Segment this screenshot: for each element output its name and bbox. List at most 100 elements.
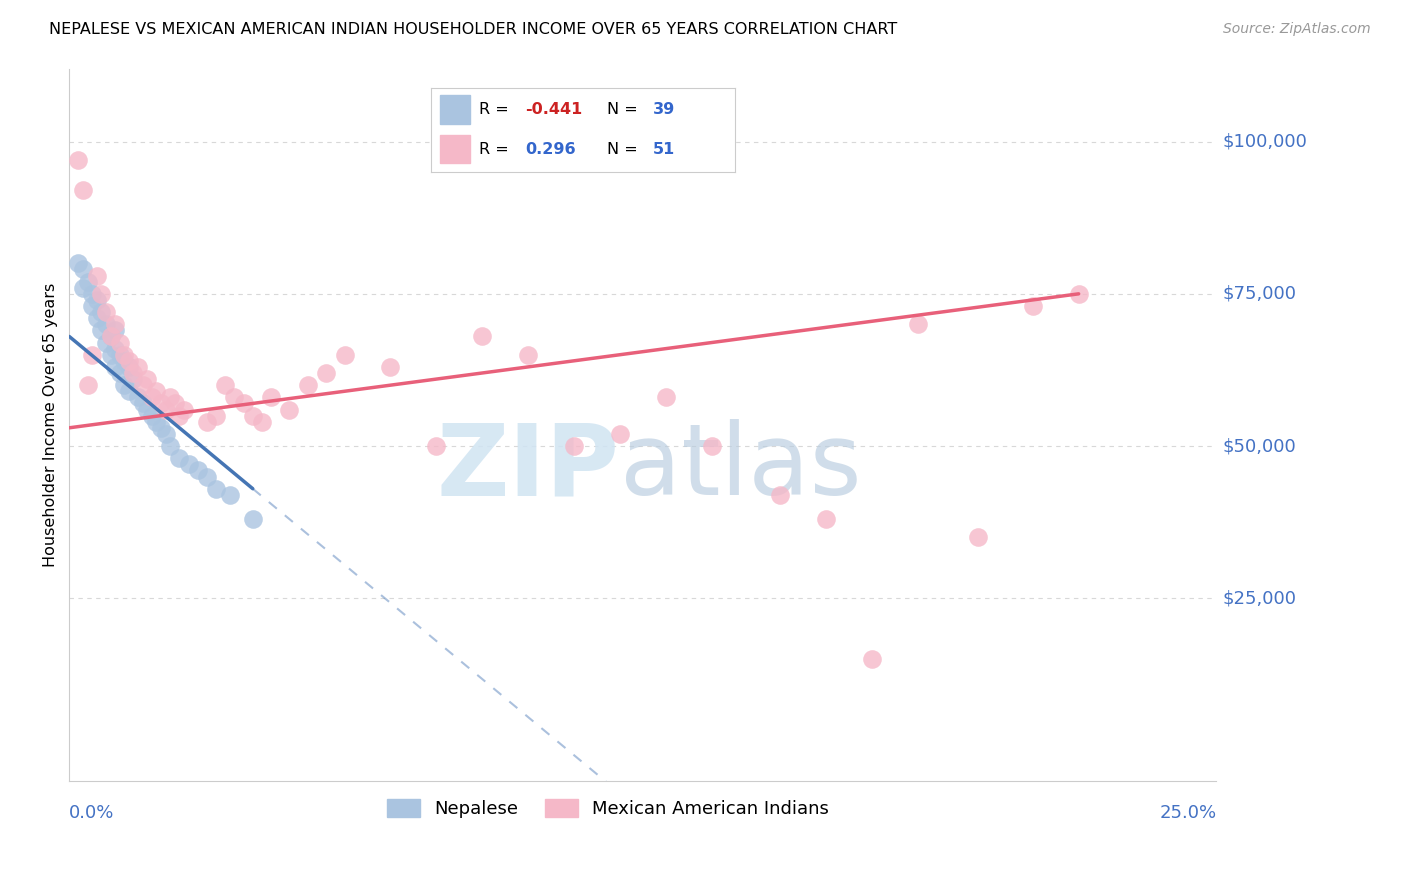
Point (907, 318, 929, 332)
Point (145, 415, 167, 429)
Point (108, 335, 131, 350)
Y-axis label: Householder Income Over 65 years: Householder Income Over 65 years (44, 283, 58, 567)
Text: $75,000: $75,000 (1222, 285, 1296, 302)
Point (654, 390, 676, 404)
Text: $50,000: $50,000 (1222, 437, 1296, 455)
Point (127, 390, 149, 404)
Text: $25,000: $25,000 (1222, 590, 1296, 607)
Point (94, 305, 117, 319)
Point (118, 359, 141, 374)
Legend: Nepalese, Mexican American Indians: Nepalese, Mexican American Indians (380, 791, 837, 825)
Text: 0.0%: 0.0% (69, 804, 115, 822)
Point (131, 396, 153, 410)
Point (860, 652, 883, 666)
Point (86, 311, 108, 326)
Point (100, 348, 122, 362)
Point (159, 439, 181, 453)
Point (150, 396, 173, 410)
Point (122, 366, 145, 380)
Point (136, 402, 159, 417)
Point (278, 402, 301, 417)
Point (72, 183, 94, 197)
Point (112, 354, 135, 368)
Point (1022, 299, 1045, 313)
Text: ZIP: ZIP (437, 419, 620, 516)
Point (76, 378, 98, 392)
Point (86, 268, 108, 283)
Point (90, 305, 112, 319)
Point (1067, 286, 1090, 301)
Point (150, 421, 173, 435)
Point (82, 299, 104, 313)
Point (250, 415, 273, 429)
Point (67, 153, 90, 167)
Point (72, 281, 94, 295)
Text: 25.0%: 25.0% (1159, 804, 1216, 822)
Point (195, 469, 218, 483)
Point (82, 286, 104, 301)
Point (131, 378, 153, 392)
Point (169, 451, 191, 466)
Point (232, 396, 254, 410)
Text: $100,000: $100,000 (1222, 133, 1308, 151)
Point (195, 415, 218, 429)
Point (333, 348, 356, 362)
Point (173, 402, 195, 417)
Point (169, 409, 191, 423)
Point (94, 318, 117, 332)
Point (224, 390, 246, 404)
Text: Source: ZipAtlas.com: Source: ZipAtlas.com (1223, 22, 1371, 37)
Point (966, 530, 988, 544)
Point (72, 262, 94, 277)
Point (118, 384, 141, 399)
Point (205, 482, 228, 496)
Point (127, 359, 149, 374)
Point (260, 390, 283, 404)
Point (297, 378, 319, 392)
Point (155, 402, 177, 417)
Point (815, 512, 838, 526)
Point (425, 439, 447, 453)
Point (104, 323, 127, 337)
Text: NEPALESE VS MEXICAN AMERICAN INDIAN HOUSEHOLDER INCOME OVER 65 YEARS CORRELATION: NEPALESE VS MEXICAN AMERICAN INDIAN HOUS… (49, 22, 897, 37)
Point (187, 463, 209, 477)
Point (108, 348, 131, 362)
Point (90, 323, 112, 337)
Point (100, 329, 122, 343)
Point (112, 378, 135, 392)
Point (67, 256, 90, 270)
Point (104, 318, 127, 332)
Point (517, 348, 540, 362)
Point (700, 439, 723, 453)
Text: atlas: atlas (620, 419, 862, 516)
Point (177, 458, 200, 472)
Point (86, 293, 108, 307)
Point (159, 390, 181, 404)
Point (90, 286, 112, 301)
Point (380, 359, 402, 374)
Point (82, 348, 104, 362)
Point (100, 329, 122, 343)
Point (769, 488, 792, 502)
Point (242, 409, 264, 423)
Point (122, 372, 145, 386)
Point (145, 384, 167, 399)
Point (609, 426, 631, 441)
Point (218, 488, 240, 502)
Point (108, 366, 131, 380)
Point (242, 512, 264, 526)
Point (76, 275, 98, 289)
Point (471, 329, 494, 343)
Point (562, 439, 585, 453)
Point (112, 348, 135, 362)
Point (141, 390, 163, 404)
Point (205, 409, 228, 423)
Point (94, 335, 117, 350)
Point (118, 354, 141, 368)
Point (136, 372, 159, 386)
Point (141, 409, 163, 423)
Point (315, 366, 337, 380)
Point (104, 342, 127, 356)
Point (163, 396, 186, 410)
Point (104, 359, 127, 374)
